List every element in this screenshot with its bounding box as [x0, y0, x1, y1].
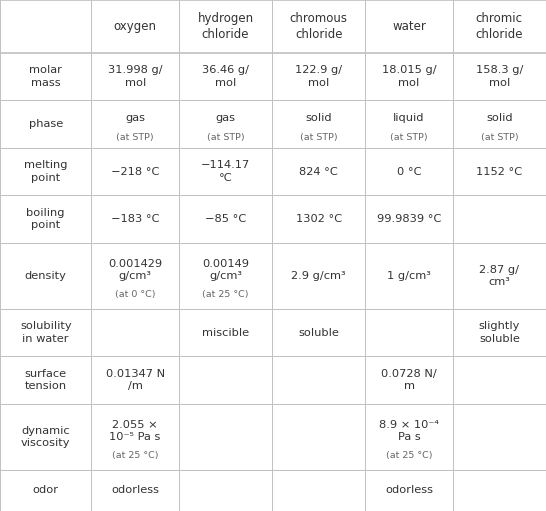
Text: soluble: soluble	[298, 328, 339, 338]
Text: dynamic
viscosity: dynamic viscosity	[21, 426, 70, 448]
Text: 31.998 g/
mol: 31.998 g/ mol	[108, 65, 163, 88]
Text: solubility
in water: solubility in water	[20, 321, 72, 344]
Text: (at STP): (at STP)	[390, 133, 428, 142]
Text: (at 25 °C): (at 25 °C)	[202, 290, 249, 299]
Text: 0.0728 N/
m: 0.0728 N/ m	[381, 369, 437, 391]
Text: 122.9 g/
mol: 122.9 g/ mol	[295, 65, 342, 88]
Text: 0.00149
g/cm³: 0.00149 g/cm³	[202, 259, 249, 282]
Text: chromic
chloride: chromic chloride	[476, 12, 523, 41]
Text: (at 25 °C): (at 25 °C)	[112, 451, 158, 460]
Text: surface
tension: surface tension	[25, 369, 67, 391]
Text: slightly
soluble: slightly soluble	[479, 321, 520, 344]
Text: 1152 °C: 1152 °C	[476, 167, 523, 177]
Text: hydrogen
chloride: hydrogen chloride	[198, 12, 253, 41]
Text: oxygen: oxygen	[114, 20, 157, 33]
Text: −183 °C: −183 °C	[111, 214, 159, 224]
Text: liquid: liquid	[393, 113, 425, 123]
Text: (at 25 °C): (at 25 °C)	[386, 451, 432, 460]
Text: (at STP): (at STP)	[207, 133, 244, 142]
Text: phase: phase	[28, 119, 63, 129]
Text: 18.015 g/
mol: 18.015 g/ mol	[382, 65, 436, 88]
Text: 2.87 g/
cm³: 2.87 g/ cm³	[479, 265, 519, 287]
Text: boiling
point: boiling point	[27, 208, 65, 230]
Text: 0.01347 N
/m: 0.01347 N /m	[105, 369, 165, 391]
Text: gas: gas	[216, 113, 235, 123]
Text: 1302 °C: 1302 °C	[296, 214, 342, 224]
Text: odor: odor	[33, 485, 59, 495]
Text: density: density	[25, 271, 67, 281]
Text: −218 °C: −218 °C	[111, 167, 159, 177]
Text: water: water	[392, 20, 426, 33]
Text: odorless: odorless	[385, 485, 433, 495]
Text: chromous
chloride: chromous chloride	[290, 12, 348, 41]
Text: 158.3 g/
mol: 158.3 g/ mol	[476, 65, 523, 88]
Text: (at STP): (at STP)	[116, 133, 154, 142]
Text: 824 °C: 824 °C	[299, 167, 338, 177]
Text: melting
point: melting point	[24, 160, 68, 183]
Text: (at STP): (at STP)	[300, 133, 337, 142]
Text: 1 g/cm³: 1 g/cm³	[387, 271, 431, 281]
Text: solid: solid	[305, 113, 332, 123]
Text: (at STP): (at STP)	[480, 133, 518, 142]
Text: 2.9 g/cm³: 2.9 g/cm³	[292, 271, 346, 281]
Text: molar
mass: molar mass	[29, 65, 62, 88]
Text: miscible: miscible	[202, 328, 249, 338]
Text: 36.46 g/
mol: 36.46 g/ mol	[202, 65, 249, 88]
Text: (at 0 °C): (at 0 °C)	[115, 290, 156, 299]
Text: −85 °C: −85 °C	[205, 214, 246, 224]
Text: gas: gas	[125, 113, 145, 123]
Text: 8.9 × 10⁻⁴
Pa s: 8.9 × 10⁻⁴ Pa s	[379, 420, 439, 443]
Text: 99.9839 °C: 99.9839 °C	[377, 214, 441, 224]
Text: 0.001429
g/cm³: 0.001429 g/cm³	[108, 259, 162, 282]
Text: 2.055 ×
10⁻⁵ Pa s: 2.055 × 10⁻⁵ Pa s	[110, 420, 161, 443]
Text: 0 °C: 0 °C	[397, 167, 422, 177]
Text: solid: solid	[486, 113, 513, 123]
Text: odorless: odorless	[111, 485, 159, 495]
Text: −114.17
°C: −114.17 °C	[201, 160, 250, 183]
